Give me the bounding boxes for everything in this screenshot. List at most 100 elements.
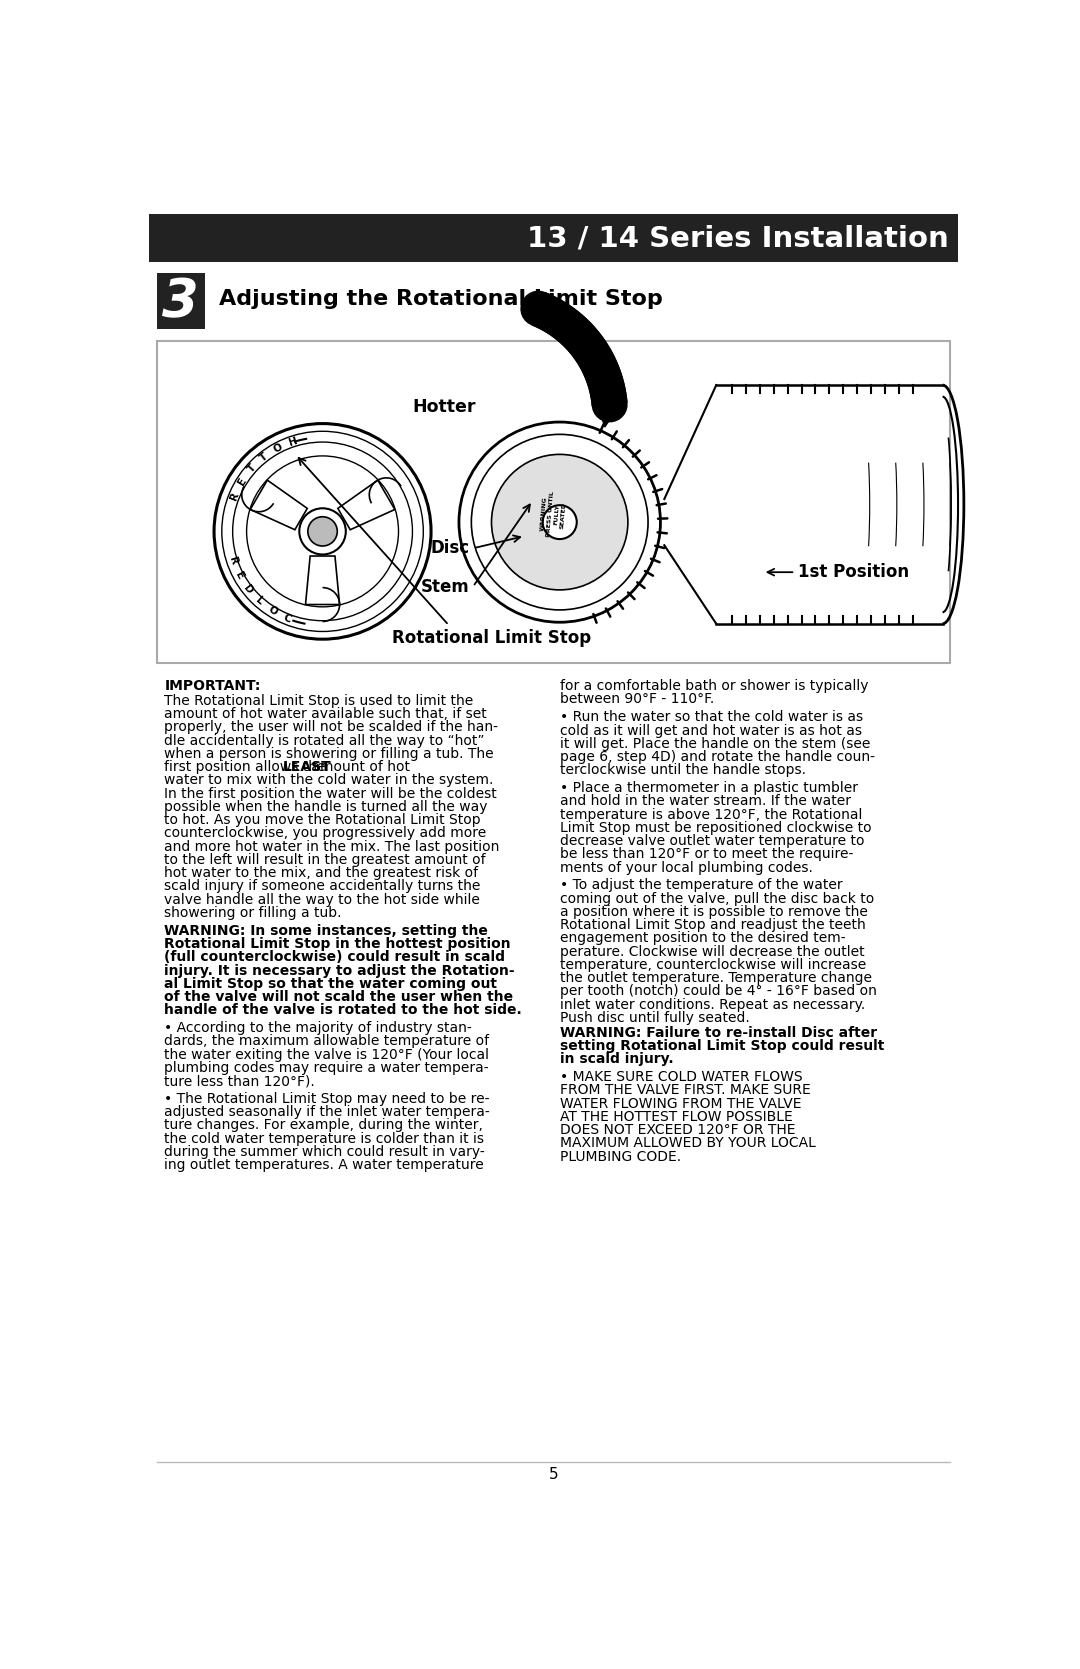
Text: Hotter: Hotter — [413, 397, 476, 416]
Text: R: R — [227, 556, 239, 566]
Text: The Rotational Limit Stop is used to limit the: The Rotational Limit Stop is used to lim… — [164, 694, 474, 708]
Text: temperature, counterclockwise will increase: temperature, counterclockwise will incre… — [559, 958, 866, 971]
Circle shape — [221, 431, 423, 631]
Circle shape — [299, 509, 346, 554]
Bar — [157, 274, 205, 329]
Text: Rotational Limit Stop and readjust the teeth: Rotational Limit Stop and readjust the t… — [559, 918, 865, 933]
Text: WARNING: In some instances, setting the: WARNING: In some instances, setting the — [164, 923, 488, 938]
Text: T: T — [246, 462, 258, 474]
Text: IMPORTANT:: IMPORTANT: — [164, 679, 261, 693]
Text: Rotational Limit Stop: Rotational Limit Stop — [392, 629, 591, 646]
Text: properly, the user will not be scalded if the han-: properly, the user will not be scalded i… — [164, 721, 499, 734]
Text: O: O — [266, 604, 279, 618]
Text: amount of hot: amount of hot — [307, 759, 410, 774]
Text: E: E — [233, 571, 245, 581]
Text: L: L — [254, 596, 265, 608]
Text: hot water to the mix, and the greatest risk of: hot water to the mix, and the greatest r… — [164, 866, 478, 880]
Text: (full counterclockwise) could result in scald: (full counterclockwise) could result in … — [164, 950, 505, 965]
Text: D: D — [242, 582, 255, 596]
Text: WARNING
PRESS UNTIL
FULLY
SEATED: WARNING PRESS UNTIL FULLY SEATED — [540, 491, 567, 539]
Text: • Place a thermometer in a plastic tumbler: • Place a thermometer in a plastic tumbl… — [559, 781, 858, 794]
Text: engagement position to the desired tem-: engagement position to the desired tem- — [559, 931, 846, 945]
Text: T: T — [258, 451, 270, 464]
Text: 1st Position: 1st Position — [798, 562, 908, 581]
Text: adjusted seasonally if the inlet water tempera-: adjusted seasonally if the inlet water t… — [164, 1105, 490, 1120]
Circle shape — [471, 434, 648, 609]
Text: O: O — [272, 442, 284, 456]
Text: • MAKE SURE COLD WATER FLOWS: • MAKE SURE COLD WATER FLOWS — [559, 1070, 802, 1085]
Polygon shape — [598, 404, 621, 427]
Text: per tooth (notch) could be 4° - 16°F based on: per tooth (notch) could be 4° - 16°F bas… — [559, 985, 877, 998]
Text: temperature is above 120°F, the Rotational: temperature is above 120°F, the Rotation… — [559, 808, 862, 821]
Text: and hold in the water stream. If the water: and hold in the water stream. If the wat… — [559, 794, 851, 808]
Text: FROM THE VALVE FIRST. MAKE SURE: FROM THE VALVE FIRST. MAKE SURE — [559, 1083, 810, 1097]
Text: PLUMBING CODE.: PLUMBING CODE. — [559, 1150, 680, 1163]
Text: Adjusting the Rotational Limit Stop: Adjusting the Rotational Limit Stop — [218, 289, 662, 309]
Text: Stem: Stem — [421, 577, 470, 596]
Text: • Run the water so that the cold water is as: • Run the water so that the cold water i… — [559, 711, 863, 724]
Text: C: C — [282, 613, 293, 624]
Text: in scald injury.: in scald injury. — [559, 1051, 673, 1066]
Circle shape — [308, 517, 337, 546]
Text: WARNING: Failure to re-install Disc after: WARNING: Failure to re-install Disc afte… — [559, 1026, 877, 1040]
Text: of the valve will not scald the user when the: of the valve will not scald the user whe… — [164, 990, 514, 1005]
Text: ing outlet temperatures. A water temperature: ing outlet temperatures. A water tempera… — [164, 1158, 484, 1172]
Text: E: E — [237, 476, 248, 487]
Text: cold as it will get and hot water is as hot as: cold as it will get and hot water is as … — [559, 724, 862, 738]
Bar — [149, 214, 958, 262]
Text: terclockwise until the handle stops.: terclockwise until the handle stops. — [559, 763, 806, 778]
Text: a position where it is possible to remove the: a position where it is possible to remov… — [559, 905, 867, 920]
Polygon shape — [338, 481, 395, 529]
Text: 13 / 14 Series Installation: 13 / 14 Series Installation — [527, 224, 948, 252]
Text: decrease valve outlet water temperature to: decrease valve outlet water temperature … — [559, 834, 864, 848]
Polygon shape — [306, 556, 339, 604]
Text: counterclockwise, you progressively add more: counterclockwise, you progressively add … — [164, 826, 487, 841]
Text: In the first position the water will be the coldest: In the first position the water will be … — [164, 786, 497, 801]
Bar — [157, 340, 950, 663]
Text: between 90°F - 110°F.: between 90°F - 110°F. — [559, 693, 714, 706]
Text: the outlet temperature. Temperature change: the outlet temperature. Temperature chan… — [559, 971, 872, 985]
Text: ments of your local plumbing codes.: ments of your local plumbing codes. — [559, 861, 812, 875]
Text: page 6, step 4D) and rotate the handle coun-: page 6, step 4D) and rotate the handle c… — [559, 749, 875, 764]
Circle shape — [542, 506, 577, 539]
Text: during the summer which could result in vary-: during the summer which could result in … — [164, 1145, 485, 1158]
Text: Push disc until fully seated.: Push disc until fully seated. — [559, 1011, 750, 1025]
Text: possible when the handle is turned all the way: possible when the handle is turned all t… — [164, 799, 488, 814]
Text: 5: 5 — [549, 1467, 558, 1482]
Text: to hot. As you move the Rotational Limit Stop: to hot. As you move the Rotational Limit… — [164, 813, 481, 828]
Text: Disc: Disc — [431, 539, 470, 557]
Text: setting Rotational Limit Stop could result: setting Rotational Limit Stop could resu… — [559, 1040, 885, 1053]
Polygon shape — [251, 481, 308, 529]
Text: Rotational Limit Stop in the hottest position: Rotational Limit Stop in the hottest pos… — [164, 936, 511, 951]
Text: WATER FLOWING FROM THE VALVE: WATER FLOWING FROM THE VALVE — [559, 1097, 801, 1110]
Text: handle of the valve is rotated to the hot side.: handle of the valve is rotated to the ho… — [164, 1003, 523, 1016]
Text: MAXIMUM ALLOWED BY YOUR LOCAL: MAXIMUM ALLOWED BY YOUR LOCAL — [559, 1137, 815, 1150]
Text: valve handle all the way to the hot side while: valve handle all the way to the hot side… — [164, 893, 481, 906]
Text: injury. It is necessary to adjust the Rotation-: injury. It is necessary to adjust the Ro… — [164, 963, 515, 978]
Text: showering or filling a tub.: showering or filling a tub. — [164, 906, 342, 920]
Text: coming out of the valve, pull the disc back to: coming out of the valve, pull the disc b… — [559, 891, 874, 906]
Text: the cold water temperature is colder than it is: the cold water temperature is colder tha… — [164, 1132, 485, 1145]
Text: • According to the majority of industry stan-: • According to the majority of industry … — [164, 1021, 472, 1035]
Text: plumbing codes may require a water tempera-: plumbing codes may require a water tempe… — [164, 1061, 489, 1075]
Text: and more hot water in the mix. The last position: and more hot water in the mix. The last … — [164, 840, 500, 853]
Text: al Limit Stop so that the water coming out: al Limit Stop so that the water coming o… — [164, 976, 498, 991]
Text: • The Rotational Limit Stop may need to be re-: • The Rotational Limit Stop may need to … — [164, 1092, 490, 1107]
Circle shape — [459, 422, 661, 623]
Text: be less than 120°F or to meet the require-: be less than 120°F or to meet the requir… — [559, 848, 853, 861]
Text: ture less than 120°F).: ture less than 120°F). — [164, 1075, 315, 1088]
Circle shape — [491, 454, 627, 589]
Text: it will get. Place the handle on the stem (see: it will get. Place the handle on the ste… — [559, 736, 870, 751]
Text: dle accidentally is rotated all the way to “hot”: dle accidentally is rotated all the way … — [164, 734, 485, 748]
Text: AT THE HOTTEST FLOW POSSIBLE: AT THE HOTTEST FLOW POSSIBLE — [559, 1110, 793, 1123]
Text: inlet water conditions. Repeat as necessary.: inlet water conditions. Repeat as necess… — [559, 998, 865, 1011]
Text: Limit Stop must be repositioned clockwise to: Limit Stop must be repositioned clockwis… — [559, 821, 872, 834]
Text: when a person is showering or filling a tub. The: when a person is showering or filling a … — [164, 748, 494, 761]
Text: dards, the maximum allowable temperature of: dards, the maximum allowable temperature… — [164, 1035, 489, 1048]
Text: to the left will result in the greatest amount of: to the left will result in the greatest … — [164, 853, 486, 866]
Text: the water exiting the valve is 120°F (Your local: the water exiting the valve is 120°F (Yo… — [164, 1048, 489, 1061]
Text: ture changes. For example, during the winter,: ture changes. For example, during the wi… — [164, 1118, 484, 1133]
Text: water to mix with the cold water in the system.: water to mix with the cold water in the … — [164, 773, 494, 788]
Text: H: H — [287, 436, 299, 449]
Text: first position allows the: first position allows the — [164, 759, 330, 774]
